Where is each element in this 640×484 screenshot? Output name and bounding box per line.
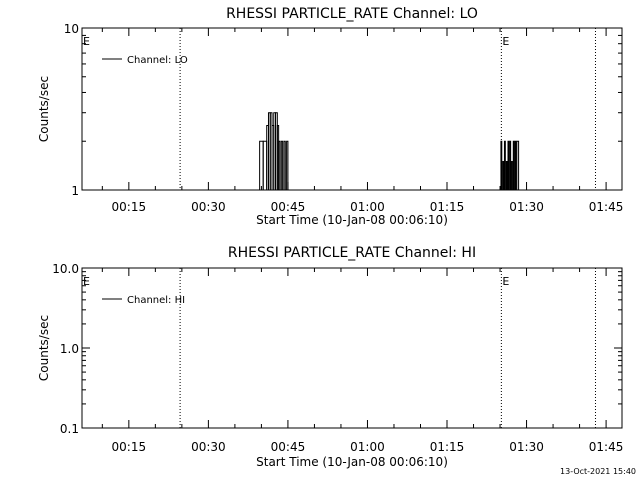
data-bin [512,140,515,190]
data-bin [500,140,503,190]
plot-frame [81,27,623,191]
x-tick-label: 01:15 [430,200,465,214]
chart-panel-lo: RHESSI PARTICLE_RATE Channel: LO Counts/s… [37,6,623,227]
data-bin [278,140,281,190]
event-marker-label: E [502,275,509,288]
data-bin [507,140,510,190]
x-tick-label: 01:15 [430,440,465,454]
y-axis-label: Counts/sec [37,76,51,142]
plot-frame [81,267,623,429]
data-bin [283,140,286,190]
data-bin [262,140,268,190]
x-tick-label: 01:30 [509,440,544,454]
data-bin [511,160,513,190]
x-axis-label: Start Time (10-Jan-08 00:06:10) [256,213,448,227]
x-tick-label: 01:00 [350,440,385,454]
legend-label: Channel: LO [127,55,188,66]
y-tick-label: 10 [64,22,79,36]
legend-label: Channel: HI [127,295,185,306]
data-bin [516,140,520,190]
chart-panel-hi: RHESSI PARTICLE_RATE Channel: HI Counts/s… [37,245,623,469]
x-tick-label: 01:45 [589,200,624,214]
data-bin [505,160,508,190]
chart-title: RHESSI PARTICLE_RATE Channel: LO [226,6,478,22]
x-tick-label: 00:30 [191,440,226,454]
series-group [256,112,521,190]
event-marker-label: E [83,275,90,288]
chart-title: RHESSI PARTICLE_RATE Channel: HI [228,245,476,261]
x-tick-label: 00:15 [112,200,147,214]
x-tick-label: 01:00 [350,200,385,214]
x-tick-label: 00:45 [271,440,306,454]
data-bin [280,140,284,190]
data-bin [502,160,505,190]
data-bin [286,140,289,190]
event-marker-label: E [83,35,90,48]
y-tick-label: 1 [71,184,79,198]
x-tick-label: 01:30 [509,200,544,214]
data-bin [503,140,506,190]
x-tick-label: 01:45 [589,440,624,454]
y-tick-label: 0.1 [60,422,79,436]
y-axis-label: Counts/sec [37,315,51,381]
data-bin [259,140,264,190]
x-axis-label: Start Time (10-Jan-08 00:06:10) [256,455,448,469]
data-bin [514,140,517,190]
data-bin [509,140,512,190]
x-tick-label: 00:45 [271,200,306,214]
event-marker-label: E [502,35,509,48]
x-tick-label: 00:15 [112,440,147,454]
y-tick-label: 10.0 [52,262,79,276]
footer-timestamp: 13-Oct-2021 15:40 [560,467,636,476]
x-tick-label: 00:30 [191,200,226,214]
y-tick-label: 1.0 [60,342,79,356]
